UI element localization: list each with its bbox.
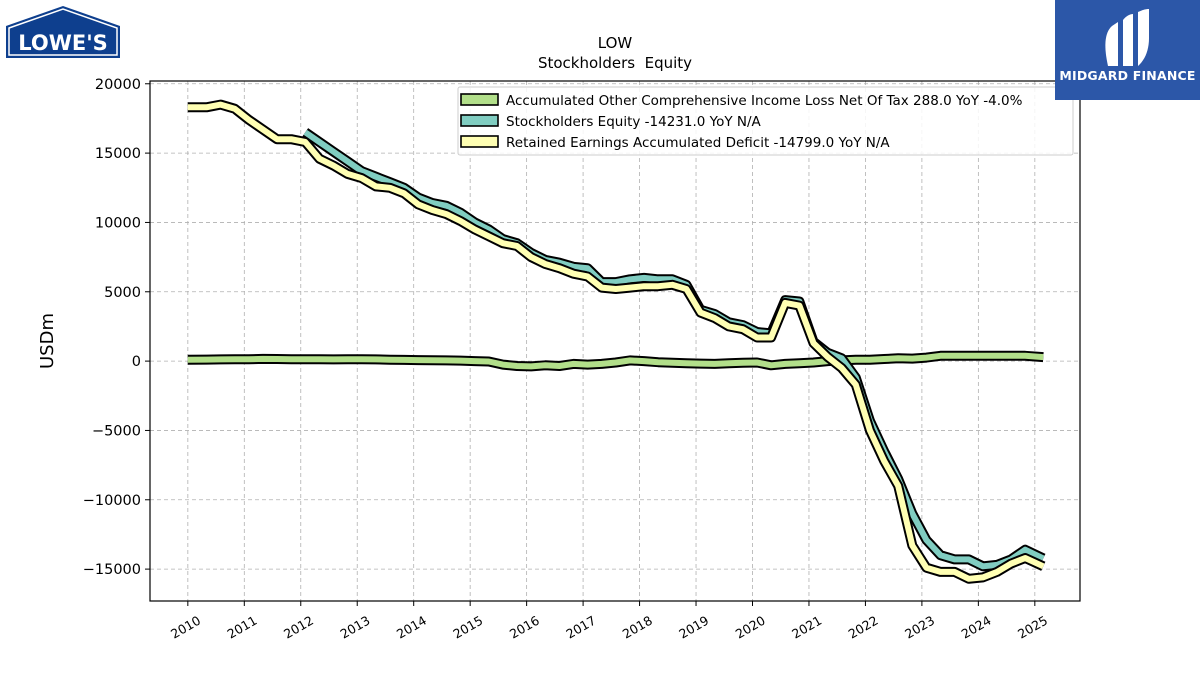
x-tick-label: 2017 (563, 613, 598, 642)
midgard-mark-icon (1105, 9, 1149, 66)
chart-title: LOW (598, 34, 633, 52)
legend-swatch (460, 114, 499, 127)
x-tick-label: 2022 (846, 613, 881, 642)
legend: Accumulated Other Comprehensive Income L… (457, 86, 1074, 156)
x-tick-label: 2023 (902, 613, 937, 642)
series-line (187, 101, 1045, 582)
grid (150, 81, 1080, 601)
x-tick-label: 2010 (168, 613, 203, 642)
chart-subtitle: Stockholders Equity (538, 54, 692, 72)
legend-box (457, 86, 1074, 156)
midgard-finance-logo: MIDGARD FINANCE (1055, 0, 1200, 100)
x-tick-label: 2025 (1015, 613, 1050, 642)
y-tick-label: 0 (132, 354, 141, 370)
x-tick-label: 2015 (450, 613, 485, 642)
x-tick-label: 2019 (676, 613, 711, 642)
y-tick-label: −10000 (83, 493, 141, 509)
axis-ticks: −15000 −10000 −5000 0 5000 10000 15000 20000 201… (83, 77, 1050, 642)
legend-label: Retained Earnings Accumulated Deficit -1… (506, 135, 890, 151)
x-tick-label: 2012 (281, 613, 316, 642)
x-tick-label: 2016 (507, 613, 542, 642)
plot-frame (149, 80, 1081, 602)
x-tick-label: 2024 (959, 613, 994, 642)
legend-label: Accumulated Other Comprehensive Income L… (506, 93, 1023, 109)
y-tick-label: −15000 (83, 562, 141, 578)
y-axis-label: USDm (37, 313, 58, 369)
lowes-logo-text: LOWE'S (18, 31, 108, 55)
x-tick-label: 2013 (337, 613, 372, 642)
series-line (303, 129, 1045, 570)
y-tick-label: 15000 (95, 146, 141, 162)
legend-swatch (460, 135, 499, 148)
y-tick-label: 10000 (95, 215, 141, 231)
midgard-finance-text: MIDGARD FINANCE (1059, 68, 1196, 83)
legend-swatch (460, 93, 499, 106)
x-tick-label: 2011 (225, 613, 260, 642)
x-tick-label: 2014 (394, 613, 429, 642)
x-tick-label: 2018 (620, 613, 655, 642)
x-tick-label: 2021 (789, 613, 824, 642)
series-lines (187, 99, 1046, 584)
legend-label: Stockholders Equity -14231.0 YoY N/A (506, 114, 762, 130)
y-tick-label: 5000 (104, 285, 141, 301)
x-tick-label: 2020 (733, 613, 768, 642)
series-line (187, 352, 1044, 370)
y-tick-label: −5000 (92, 423, 141, 439)
lowes-logo: LOWE'S (6, 6, 120, 58)
y-tick-label: 20000 (95, 77, 141, 93)
